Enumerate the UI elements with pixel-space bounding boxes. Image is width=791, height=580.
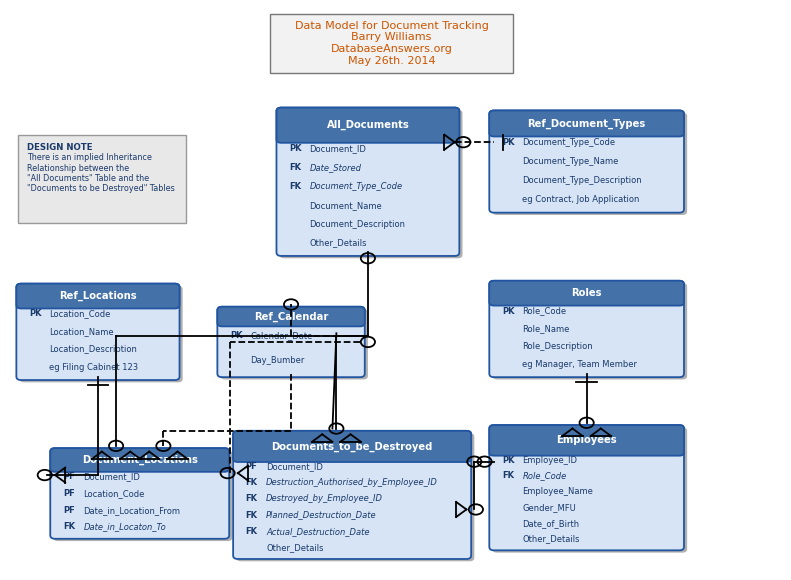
- FancyBboxPatch shape: [490, 425, 684, 550]
- Text: FK: FK: [246, 510, 258, 520]
- Text: Other_Details: Other_Details: [267, 543, 324, 552]
- Text: PK: PK: [502, 307, 514, 316]
- Text: PF: PF: [62, 489, 74, 498]
- Text: PF: PF: [62, 506, 74, 514]
- Text: FK: FK: [289, 163, 301, 172]
- FancyBboxPatch shape: [17, 284, 180, 380]
- FancyBboxPatch shape: [490, 110, 684, 136]
- Text: Day_Bumber: Day_Bumber: [251, 357, 305, 365]
- Text: eg Filing Cabinet 123: eg Filing Cabinet 123: [50, 363, 138, 372]
- Text: Data Model for Document Tracking
Barry Williams
DatabaseAnswers.org
May 26th. 20: Data Model for Document Tracking Barry W…: [294, 21, 489, 66]
- Text: Calendar_Date: Calendar_Date: [251, 331, 313, 340]
- Text: Roles: Roles: [571, 288, 602, 298]
- Text: All_Documents: All_Documents: [327, 120, 409, 130]
- Text: DESIGN NOTE: DESIGN NOTE: [28, 143, 93, 152]
- Text: Document_ID: Document_ID: [267, 462, 323, 471]
- Text: Other_Details: Other_Details: [309, 238, 367, 248]
- FancyBboxPatch shape: [493, 427, 687, 553]
- Text: Document_Type_Description: Document_Type_Description: [522, 176, 642, 185]
- Text: Document_Name: Document_Name: [309, 201, 382, 210]
- Text: PK: PK: [502, 455, 514, 465]
- Text: Destroyed_by_Employee_ID: Destroyed_by_Employee_ID: [267, 495, 383, 503]
- Text: eg Manager, Team Member: eg Manager, Team Member: [522, 360, 638, 369]
- FancyBboxPatch shape: [218, 307, 365, 377]
- Text: Ref_Document_Types: Ref_Document_Types: [528, 118, 645, 129]
- FancyBboxPatch shape: [490, 110, 684, 213]
- Text: PF: PF: [246, 462, 258, 471]
- Text: Date_of_Birth: Date_of_Birth: [522, 519, 580, 528]
- Text: Other_Details: Other_Details: [522, 535, 580, 543]
- Text: PK: PK: [29, 310, 41, 318]
- FancyBboxPatch shape: [490, 281, 684, 306]
- FancyBboxPatch shape: [490, 425, 684, 456]
- Text: Document_ID: Document_ID: [83, 472, 140, 481]
- Text: Planned_Destruction_Date: Planned_Destruction_Date: [267, 510, 377, 520]
- Text: Document_Description: Document_Description: [309, 220, 406, 229]
- Text: FK: FK: [289, 182, 301, 191]
- Text: PF: PF: [62, 472, 74, 481]
- Text: Document_Type_Code: Document_Type_Code: [522, 138, 615, 147]
- Text: Ref_Locations: Ref_Locations: [59, 291, 137, 301]
- FancyBboxPatch shape: [233, 431, 471, 462]
- Text: FK: FK: [62, 523, 75, 531]
- Text: Document_Locations: Document_Locations: [81, 455, 198, 465]
- Text: Employees: Employees: [556, 436, 617, 445]
- Text: Destruction_Authorised_by_Employee_ID: Destruction_Authorised_by_Employee_ID: [267, 478, 438, 487]
- Text: Gender_MFU: Gender_MFU: [522, 503, 576, 512]
- FancyBboxPatch shape: [271, 13, 513, 73]
- FancyBboxPatch shape: [493, 113, 687, 215]
- FancyBboxPatch shape: [493, 283, 687, 379]
- Text: Role_Code: Role_Code: [522, 307, 566, 316]
- FancyBboxPatch shape: [18, 135, 186, 223]
- Text: eg Contract, Job Application: eg Contract, Job Application: [522, 195, 640, 204]
- Text: Role_Name: Role_Name: [522, 324, 570, 334]
- Text: Role_Code: Role_Code: [522, 472, 566, 480]
- Text: FK: FK: [246, 527, 258, 536]
- FancyBboxPatch shape: [20, 286, 183, 382]
- Text: Actual_Destruction_Date: Actual_Destruction_Date: [267, 527, 369, 536]
- Text: Date_in_Location_From: Date_in_Location_From: [83, 506, 180, 514]
- FancyBboxPatch shape: [218, 307, 365, 327]
- Text: PK: PK: [230, 331, 243, 340]
- Text: Employee_Name: Employee_Name: [522, 487, 593, 496]
- FancyBboxPatch shape: [280, 110, 463, 258]
- Text: Location_Name: Location_Name: [50, 327, 114, 336]
- Text: FK: FK: [502, 472, 514, 480]
- Text: Location_Code: Location_Code: [83, 489, 145, 498]
- Text: FK: FK: [246, 495, 258, 503]
- Text: Document_Type_Code: Document_Type_Code: [309, 182, 403, 191]
- Text: Location_Code: Location_Code: [50, 310, 111, 318]
- FancyBboxPatch shape: [221, 309, 368, 379]
- FancyBboxPatch shape: [277, 108, 460, 143]
- Text: Document_ID: Document_ID: [309, 144, 366, 153]
- FancyBboxPatch shape: [54, 451, 233, 541]
- FancyBboxPatch shape: [17, 284, 180, 309]
- Text: PK: PK: [289, 144, 301, 153]
- Text: There is an implied Inheritance
Relationship between the
"All Documents" Table a: There is an implied Inheritance Relation…: [28, 153, 175, 193]
- Text: Role_Description: Role_Description: [522, 342, 593, 351]
- FancyBboxPatch shape: [233, 431, 471, 559]
- Text: Employee_ID: Employee_ID: [522, 455, 577, 465]
- FancyBboxPatch shape: [51, 448, 229, 539]
- FancyBboxPatch shape: [277, 108, 460, 256]
- FancyBboxPatch shape: [237, 433, 475, 561]
- Text: FK: FK: [246, 478, 258, 487]
- Text: Date_Stored: Date_Stored: [309, 163, 361, 172]
- Text: Documents_to_be_Destroyed: Documents_to_be_Destroyed: [271, 441, 433, 452]
- Text: Location_Description: Location_Description: [50, 345, 138, 354]
- Text: PK: PK: [502, 138, 514, 147]
- Text: Document_Type_Name: Document_Type_Name: [522, 157, 619, 166]
- FancyBboxPatch shape: [490, 281, 684, 377]
- Text: Ref_Calendar: Ref_Calendar: [254, 311, 328, 322]
- FancyBboxPatch shape: [51, 448, 229, 472]
- Text: Date_in_Locaton_To: Date_in_Locaton_To: [83, 523, 166, 531]
